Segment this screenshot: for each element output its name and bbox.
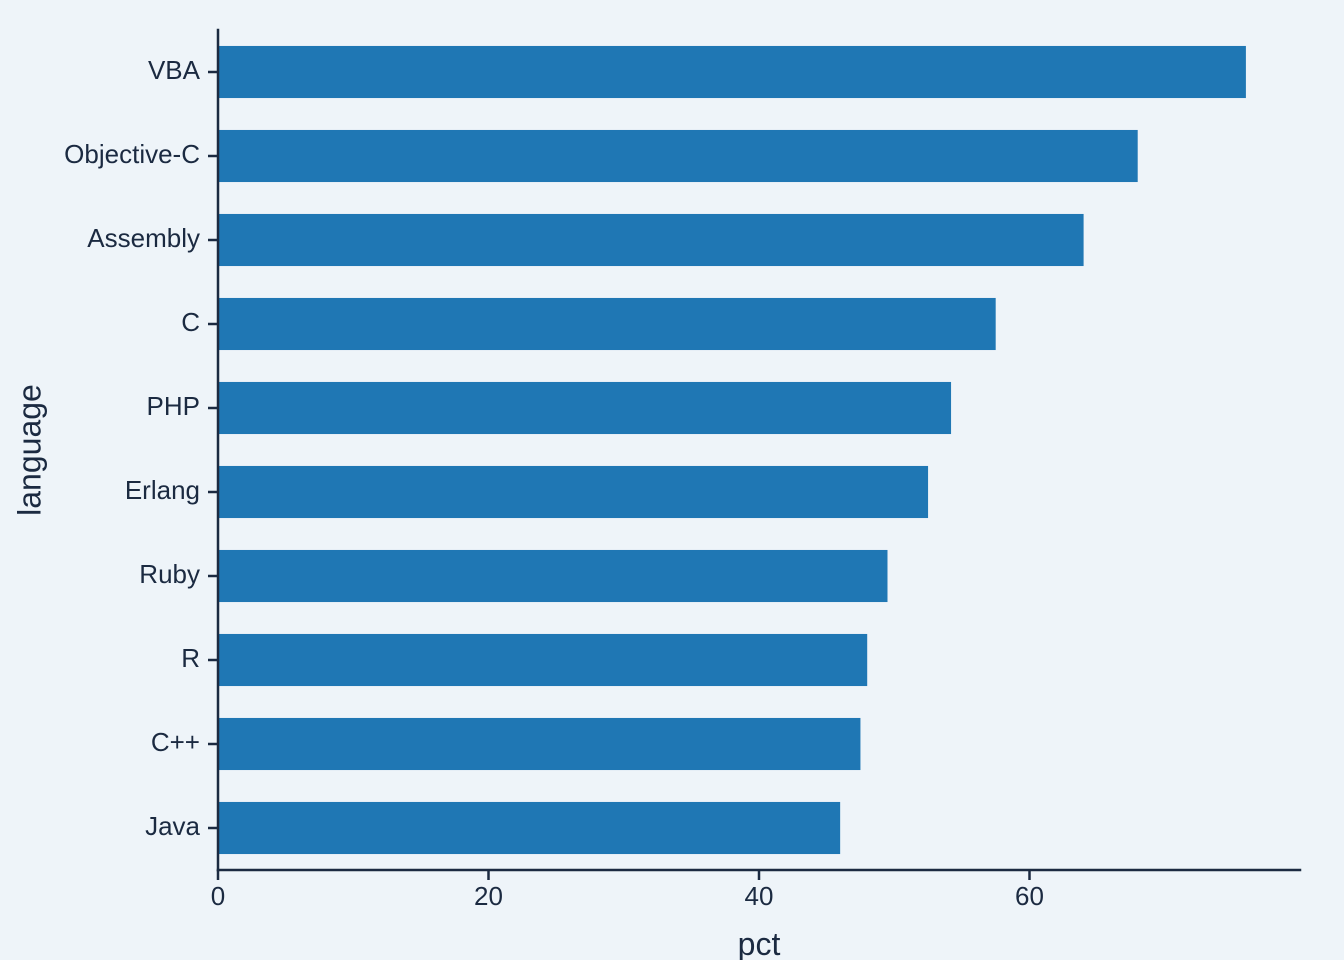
bar (218, 298, 996, 350)
y-tick-label: Ruby (139, 559, 200, 589)
bar (218, 634, 867, 686)
bar (218, 382, 951, 434)
x-tick-label: 60 (1015, 881, 1044, 911)
y-tick-label: C++ (151, 727, 200, 757)
y-tick-label: R (181, 643, 200, 673)
chart-svg: VBA Objective-C Assembly C PHP Erlang Ruby R C++… (0, 0, 1344, 960)
bar (218, 466, 928, 518)
y-tick-label: PHP (147, 391, 200, 421)
x-tick-label: 0 (211, 881, 225, 911)
x-tick-label: 20 (474, 881, 503, 911)
bar (218, 802, 840, 854)
chart-stage: VBA Objective-C Assembly C PHP Erlang Ruby R C++… (0, 0, 1344, 960)
y-tick-label: Erlang (125, 475, 200, 505)
y-tick-label: Objective-C (64, 139, 200, 169)
bar (218, 46, 1246, 98)
y-tick-label: Java (145, 811, 200, 841)
bar (218, 130, 1138, 182)
y-axis-title: language (11, 384, 47, 516)
y-tick-label: C (181, 307, 200, 337)
bar (218, 718, 860, 770)
y-tick-label: VBA (148, 55, 201, 85)
y-tick-label: Assembly (87, 223, 200, 253)
bar (218, 550, 887, 602)
x-axis-title: pct (738, 926, 781, 960)
x-tick-label: 40 (745, 881, 774, 911)
bar (218, 214, 1084, 266)
